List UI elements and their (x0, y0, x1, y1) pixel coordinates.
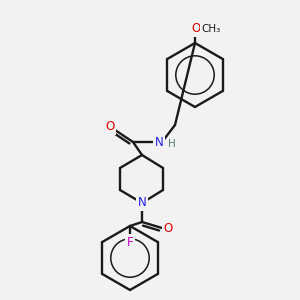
Text: O: O (191, 22, 201, 35)
Text: O: O (164, 221, 172, 235)
Text: N: N (138, 196, 146, 209)
Text: H: H (168, 139, 176, 149)
Text: F: F (127, 236, 133, 248)
Text: N: N (154, 136, 164, 148)
Text: O: O (105, 121, 115, 134)
Text: CH₃: CH₃ (201, 24, 220, 34)
